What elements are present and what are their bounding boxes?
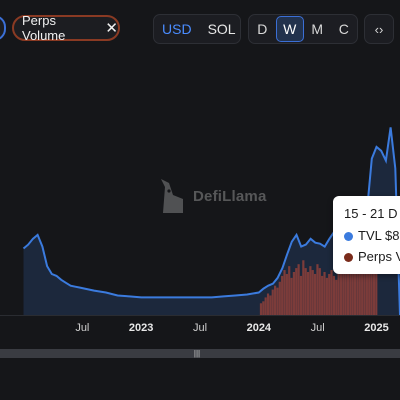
- llama-logo-icon: [161, 179, 183, 213]
- perps-volume-bar: [299, 275, 303, 315]
- perps-volume-bar: [330, 270, 333, 315]
- perps-volume-bar: [295, 268, 298, 315]
- perps-volume-bar: [278, 281, 281, 315]
- perps-volume-bar: [337, 272, 340, 315]
- interval-toggle: D W M C: [248, 14, 358, 44]
- interval-monthly-button[interactable]: M: [311, 21, 324, 37]
- perps-volume-bar: [283, 270, 286, 315]
- watermark-text: DefiLlama: [193, 187, 267, 205]
- perps-volume-bar: [309, 266, 312, 315]
- perps-volume-bar: [318, 268, 321, 315]
- tvl-dot-icon: [344, 232, 353, 241]
- perps-volume-bar: [281, 275, 284, 315]
- watermark: DefiLlama: [155, 177, 267, 215]
- perps-volume-bar: [361, 246, 364, 315]
- perps-volume-bar: [356, 260, 359, 315]
- perps-volume-bar: [316, 264, 319, 315]
- perps-volume-bar: [266, 293, 270, 315]
- perps-volume-bar: [264, 297, 267, 315]
- perps-volume-bar: [372, 252, 376, 315]
- chart-tooltip: 15 - 21 D TVL $8 Perps V: [333, 196, 400, 274]
- perps-volume-bar: [351, 264, 354, 315]
- perps-volume-bar: [321, 275, 324, 315]
- perps-volume-bar: [370, 248, 373, 315]
- tooltip-tvl-value: TVL $8: [358, 228, 400, 243]
- perps-volume-bar: [346, 273, 350, 315]
- perps-volume-bar: [292, 272, 296, 315]
- tooltip-row-tvl: TVL $8: [344, 228, 399, 243]
- interval-daily-button[interactable]: D: [257, 21, 268, 37]
- range-scrollbar[interactable]: [0, 349, 400, 358]
- perps-volume-bar: [332, 275, 336, 315]
- close-icon[interactable]: ✕: [105, 20, 118, 37]
- perps-volume-bar: [349, 258, 352, 315]
- scrollbar-handle-icon[interactable]: |||: [193, 349, 201, 358]
- x-tick-label: Jul: [311, 322, 325, 334]
- tvl-area: [23, 127, 400, 316]
- perps-volume-bar: [358, 254, 361, 315]
- perps-volume-bar: [344, 270, 347, 315]
- perps-volume-bar: [297, 264, 300, 315]
- x-tick-label: 2024: [247, 322, 272, 334]
- code-embed-icon[interactable]: ‹›: [364, 14, 394, 44]
- range-preview: [0, 358, 400, 400]
- perps-volume-chip-label: Perps Volume: [22, 13, 66, 43]
- perps-volume-bar: [365, 256, 368, 315]
- perps-volume-bar: [313, 273, 317, 315]
- chart-toolbar: Perps Volume ✕ USD SOL D W M C ‹›: [0, 0, 400, 60]
- x-tick-label: 2023: [129, 322, 153, 334]
- perps-volume-bar: [259, 303, 263, 315]
- perps-volume-bar: [375, 256, 378, 315]
- perps-volume-bar: [304, 268, 307, 315]
- perps-volume-bar: [363, 250, 366, 315]
- currency-usd-button[interactable]: USD: [162, 21, 192, 37]
- perps-volume-bar: [323, 272, 326, 315]
- perps-volume-chip[interactable]: Perps Volume ✕: [12, 13, 120, 43]
- x-tick-label: Jul: [75, 322, 89, 334]
- x-tick-label: Jul: [193, 322, 207, 334]
- perps-volume-bar: [269, 295, 272, 315]
- x-tick-label: 2025: [364, 322, 388, 334]
- tooltip-perps-value: Perps V: [358, 249, 400, 264]
- perps-volume-bar: [290, 277, 293, 315]
- tooltip-date: 15 - 21 D: [344, 206, 398, 221]
- perps-volume-bar: [271, 289, 274, 315]
- perps-volume-bar: [302, 260, 305, 315]
- perps-volume-bar: [273, 285, 277, 315]
- perps-volume-bar: [335, 279, 338, 315]
- perps-volume-bar: [342, 262, 345, 315]
- perps-volume-bar: [262, 301, 265, 315]
- perps-volume-bar: [311, 270, 314, 315]
- perps-volume-bar: [353, 268, 357, 315]
- currency-toggle: USD SOL: [153, 14, 241, 44]
- interval-weekly-button[interactable]: W: [275, 16, 304, 42]
- interval-cumulative-button[interactable]: C: [338, 21, 349, 37]
- perps-volume-bar: [285, 273, 288, 315]
- perps-volume-bar: [288, 266, 291, 315]
- tooltip-row-perps: Perps V: [344, 249, 400, 264]
- currency-sol-button[interactable]: SOL: [207, 21, 236, 37]
- perps-dot-icon: [344, 253, 353, 262]
- perps-volume-bar: [325, 277, 328, 315]
- perps-volume-bar: [328, 273, 331, 315]
- perps-volume-bar: [339, 266, 343, 315]
- chart-area: Jul 2023 Jul 2024 Jul 2025: [0, 127, 400, 334]
- perps-volume-bar: [368, 244, 371, 315]
- perps-volume-bar: [306, 272, 310, 315]
- perps-volume-bar: [276, 287, 279, 315]
